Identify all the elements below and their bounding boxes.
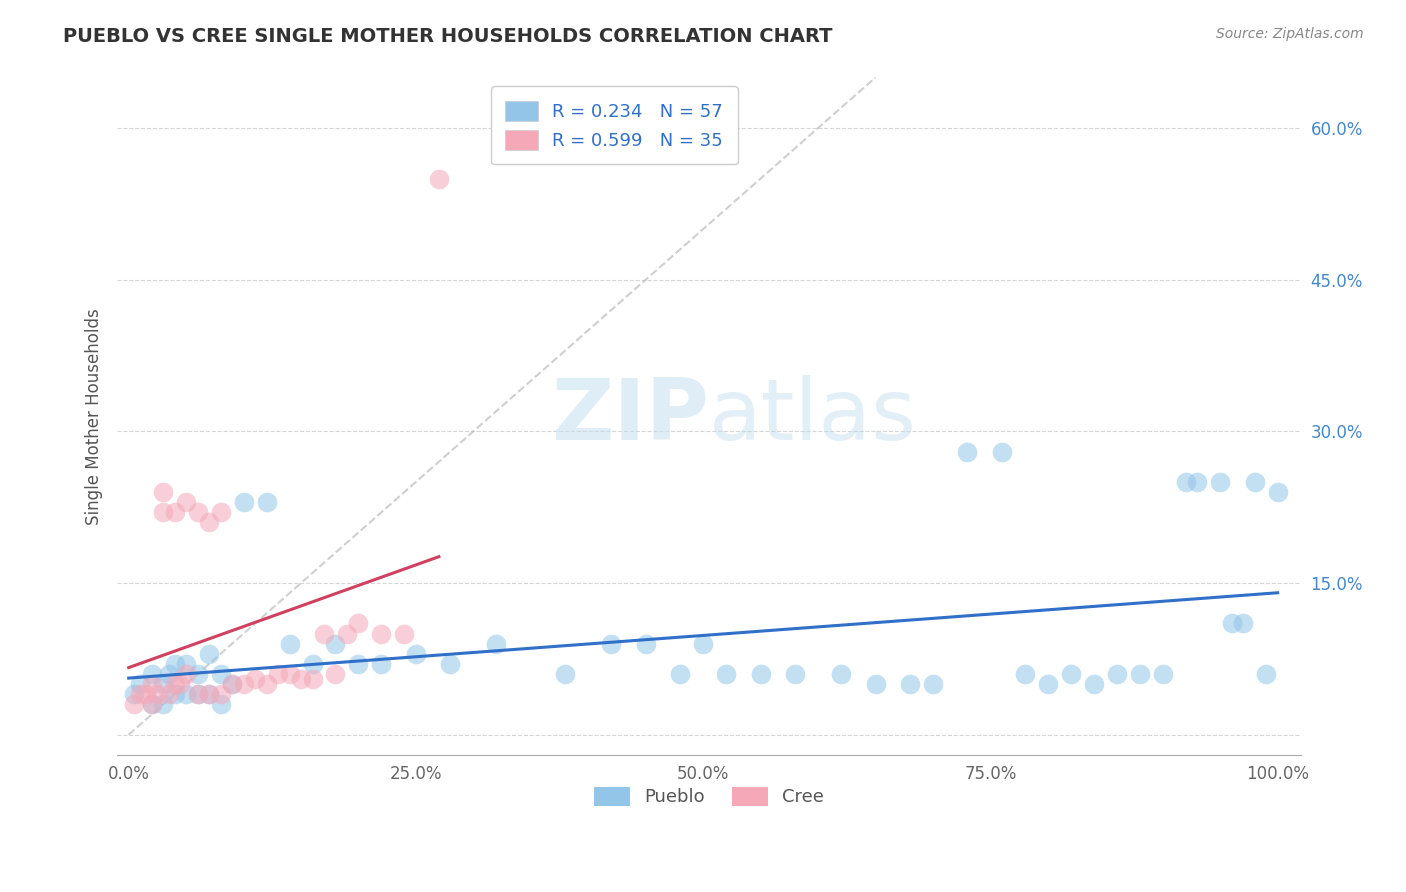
Point: [174, 667, 197, 681]
Point: [325, 637, 347, 651]
Text: PUEBLO VS CREE SINGLE MOTHER HOUSEHOLDS CORRELATION CHART: PUEBLO VS CREE SINGLE MOTHER HOUSEHOLDS …: [63, 27, 832, 45]
Point: [1187, 475, 1209, 489]
Point: [991, 444, 1014, 458]
Point: [174, 657, 197, 671]
Point: [198, 516, 221, 530]
Point: [174, 687, 197, 701]
Point: [1083, 677, 1105, 691]
Point: [278, 667, 301, 681]
Point: [163, 687, 186, 701]
Point: [634, 637, 657, 651]
Point: [1243, 475, 1265, 489]
Point: [221, 677, 243, 691]
Point: [370, 657, 392, 671]
Point: [141, 677, 163, 691]
Point: [290, 672, 312, 686]
Point: [198, 647, 221, 661]
Point: [157, 667, 180, 681]
Point: [209, 505, 232, 519]
Point: [370, 626, 392, 640]
Point: [1232, 616, 1254, 631]
Point: [232, 677, 254, 691]
Point: [152, 677, 174, 691]
Point: [394, 626, 416, 640]
Legend: Pueblo, Cree: Pueblo, Cree: [586, 780, 831, 814]
Point: [301, 657, 323, 671]
Point: [312, 626, 335, 640]
Point: [1036, 677, 1059, 691]
Point: [267, 667, 290, 681]
Point: [749, 667, 772, 681]
Point: [898, 677, 921, 691]
Point: [554, 667, 576, 681]
Point: [187, 667, 209, 681]
Y-axis label: Single Mother Households: Single Mother Households: [86, 308, 103, 524]
Point: [141, 667, 163, 681]
Point: [209, 667, 232, 681]
Point: [427, 171, 450, 186]
Point: [785, 667, 807, 681]
Point: [124, 698, 146, 712]
Point: [485, 637, 508, 651]
Point: [152, 505, 174, 519]
Point: [187, 505, 209, 519]
Point: [956, 444, 979, 458]
Point: [325, 667, 347, 681]
Point: [1060, 667, 1083, 681]
Text: atlas: atlas: [709, 375, 917, 458]
Point: [243, 672, 266, 686]
Point: [187, 687, 209, 701]
Point: [669, 667, 692, 681]
Text: ZIP: ZIP: [551, 375, 709, 458]
Point: [152, 485, 174, 500]
Point: [714, 667, 737, 681]
Point: [301, 672, 323, 686]
Point: [129, 677, 152, 691]
Point: [1105, 667, 1128, 681]
Point: [124, 687, 146, 701]
Point: [198, 687, 221, 701]
Point: [278, 637, 301, 651]
Text: Source: ZipAtlas.com: Source: ZipAtlas.com: [1216, 27, 1364, 41]
Point: [129, 687, 152, 701]
Point: [256, 495, 278, 509]
Point: [256, 677, 278, 691]
Point: [336, 626, 359, 640]
Point: [1014, 667, 1036, 681]
Point: [152, 698, 174, 712]
Point: [1267, 485, 1289, 500]
Point: [232, 495, 254, 509]
Point: [221, 677, 243, 691]
Point: [692, 637, 714, 651]
Point: [163, 677, 186, 691]
Point: [157, 687, 180, 701]
Point: [1209, 475, 1232, 489]
Point: [163, 505, 186, 519]
Point: [347, 657, 370, 671]
Point: [169, 677, 191, 691]
Point: [209, 687, 232, 701]
Point: [830, 667, 852, 681]
Point: [1152, 667, 1174, 681]
Point: [163, 657, 186, 671]
Point: [209, 698, 232, 712]
Point: [865, 677, 887, 691]
Point: [439, 657, 461, 671]
Point: [600, 637, 623, 651]
Point: [146, 687, 169, 701]
Point: [922, 677, 945, 691]
Point: [1174, 475, 1197, 489]
Point: [1220, 616, 1243, 631]
Point: [187, 687, 209, 701]
Point: [198, 687, 221, 701]
Point: [141, 698, 163, 712]
Point: [135, 687, 157, 701]
Point: [347, 616, 370, 631]
Point: [174, 495, 197, 509]
Point: [1129, 667, 1152, 681]
Point: [141, 698, 163, 712]
Point: [1256, 667, 1278, 681]
Point: [405, 647, 427, 661]
